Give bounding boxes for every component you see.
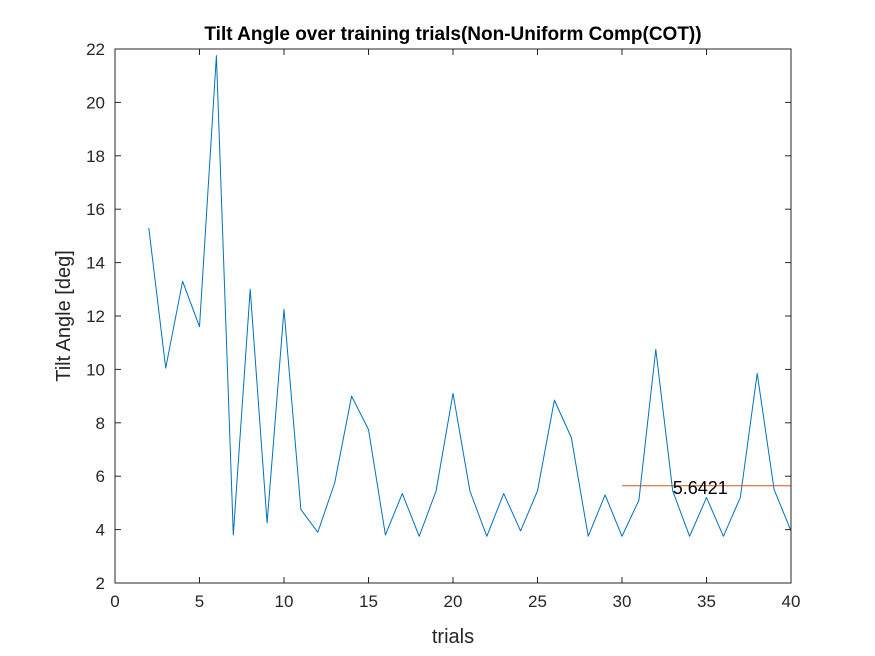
y-tick-label: 10 xyxy=(86,360,105,379)
x-axis-ticks: 0 5 10 15 20 25 30 35 40 xyxy=(110,49,800,611)
x-tick-label: 20 xyxy=(444,592,463,611)
y-tick-label: 2 xyxy=(96,574,105,593)
y-tick-label: 22 xyxy=(86,40,105,59)
x-axis-label: trials xyxy=(432,626,474,648)
y-axis-ticks: 2 4 6 8 10 12 14 16 18 20 22 xyxy=(86,40,791,593)
y-tick-label: 4 xyxy=(96,521,105,540)
y-tick-label: 8 xyxy=(96,414,105,433)
x-tick-label: 0 xyxy=(110,592,119,611)
y-tick-label: 14 xyxy=(86,254,105,273)
x-tick-label: 15 xyxy=(359,592,378,611)
y-tick-label: 18 xyxy=(86,147,105,166)
y-tick-label: 12 xyxy=(86,307,105,326)
x-tick-label: 25 xyxy=(528,592,547,611)
chart-title: Tilt Angle over training trials(Non-Unif… xyxy=(204,24,701,45)
x-tick-label: 40 xyxy=(782,592,801,611)
x-tick-label: 5 xyxy=(195,592,204,611)
tilt-angle-series-line xyxy=(148,55,792,537)
x-tick-label: 35 xyxy=(697,592,716,611)
plot-area xyxy=(148,55,792,537)
y-tick-label: 6 xyxy=(96,467,105,486)
mean-value-annotation: 5.6421 xyxy=(673,478,728,498)
x-tick-label: 30 xyxy=(613,592,632,611)
x-tick-label: 10 xyxy=(275,592,294,611)
y-tick-label: 20 xyxy=(86,93,105,112)
y-axis-label: Tilt Angle [deg] xyxy=(53,250,75,382)
annotations: 5.6421 xyxy=(673,478,728,498)
y-tick-label: 16 xyxy=(86,200,105,219)
axes-background xyxy=(115,49,791,583)
